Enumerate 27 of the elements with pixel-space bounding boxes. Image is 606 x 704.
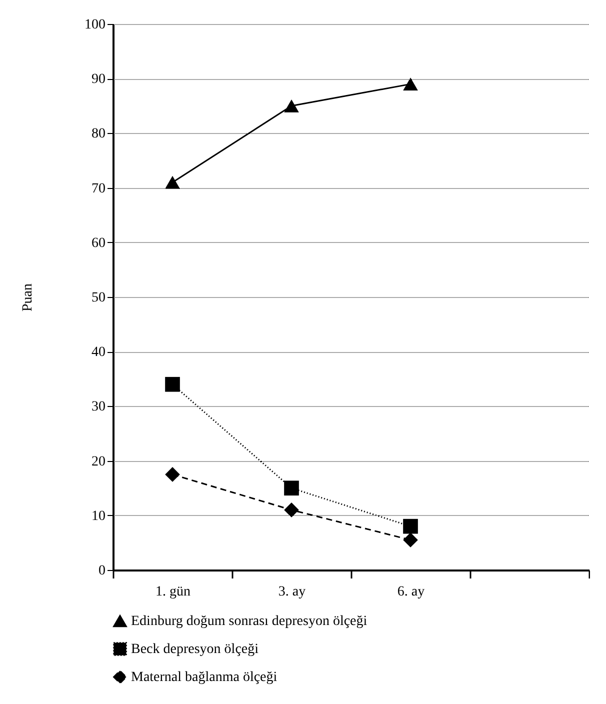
legend-label: Edinburg doğum sonrası depresyon ölçeği [131,614,368,629]
y-tick-label: 50 [92,290,106,306]
x-tick-label: 3. ay [278,584,306,600]
point [165,376,180,392]
point [403,78,418,90]
legend-label: Beck depresyon ölçeği [131,642,259,657]
y-tick-label: 80 [92,126,106,142]
x-tick-label: 1. gün [156,584,190,600]
y-tick-label: 20 [92,454,106,470]
point [165,176,180,189]
y-tick-label: 90 [92,72,106,88]
y-axis-title: Puan [20,284,36,312]
point [403,518,418,534]
y-tick-label: 30 [92,400,106,415]
point [165,467,180,482]
y-tick-label: 0 [98,564,106,578]
y-tick-label: 100 [84,18,106,32]
y-tick-label: 40 [92,345,106,360]
point [284,99,299,112]
y-tick-label: 70 [92,181,106,196]
point [284,480,299,496]
x-tick-label: 6. ay [397,584,425,600]
y-tick-label: 60 [92,236,106,251]
point [284,502,299,518]
point [403,532,418,548]
legend-label: Maternal bağlanma ölçeği [131,670,278,685]
y-tick-label: 10 [92,508,106,524]
